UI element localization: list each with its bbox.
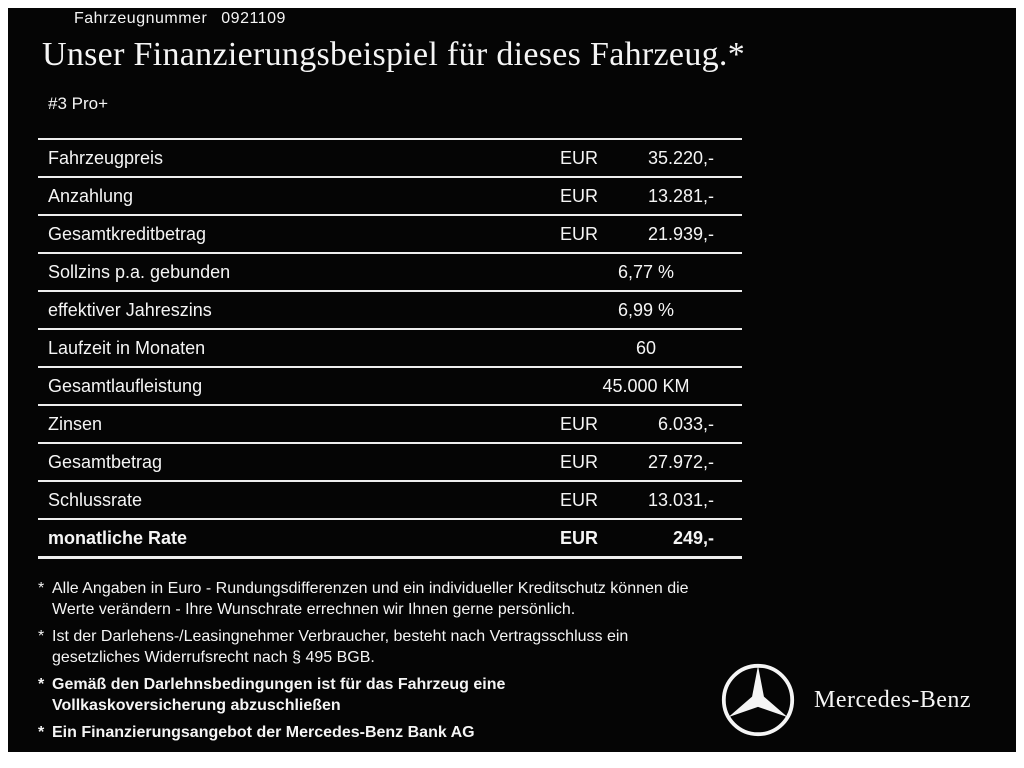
row-amount: 13.031,- [647, 489, 714, 510]
table-row: Fahrzeugpreis EUR 35.220,- [38, 140, 742, 178]
row-currency: EUR [560, 489, 599, 510]
row-currency: EUR [560, 223, 599, 244]
row-label: Gesamtkreditbetrag [48, 223, 207, 244]
table-row: effektiver Jahreszins 6,99 % [38, 292, 742, 330]
vehicle-number-line: Fahrzeugnummer 0921109 [74, 10, 286, 28]
row-value: 6,99 % [617, 299, 675, 320]
row-label: Fahrzeugpreis [48, 147, 164, 168]
mercedes-star-icon [720, 662, 796, 738]
row-amount: 35.220,- [647, 147, 714, 168]
vehicle-number-value: 0921109 [221, 10, 286, 27]
footnote-text: Ein Finanzierungsangebot der Mercedes-Be… [52, 724, 475, 741]
table-row: Anzahlung EUR 13.281,- [38, 178, 742, 216]
row-value: 6,77 % [617, 261, 675, 282]
page-frame: Fahrzeugnummer 0921109 Unser Finanzierun… [8, 8, 1016, 752]
row-label: effektiver Jahreszins [48, 299, 212, 320]
footnote: * Ein Finanzierungsangebot der Mercedes-B… [38, 722, 750, 743]
footnote-text: Gemäß den Darlehnsbedingungen ist für da… [52, 676, 506, 714]
row-currency: EUR [560, 413, 599, 434]
footnote-text: Alle Angaben in Euro - Rundungsdifferenz… [52, 580, 689, 618]
footnote: * Ist der Darlehens-/Leasingnehmer Verbra… [38, 626, 750, 668]
row-value: EUR 35.220,- [560, 148, 742, 169]
row-value: 45.000 KM [602, 375, 690, 396]
row-label: Schlussrate [48, 489, 143, 510]
row-label: Gesamtlaufleistung [48, 375, 203, 396]
row-value: EUR 21.939,- [560, 224, 742, 245]
footnote-text: Ist der Darlehens-/Leasingnehmer Verbrau… [52, 628, 629, 666]
table-row: Gesamtbetrag EUR 27.972,- [38, 444, 742, 482]
footnotes: * Alle Angaben in Euro - Rundungsdifferen… [38, 578, 750, 743]
footnote-marker: * [38, 724, 45, 741]
page-title: Unser Finanzierungsbeispiel für dieses F… [42, 36, 746, 73]
table-row: Schlussrate EUR 13.031,- [38, 482, 742, 520]
row-value: EUR 27.972,- [560, 452, 742, 473]
table-row: Sollzins p.a. gebunden 6,77 % [38, 254, 742, 292]
row-currency: EUR [560, 185, 599, 206]
row-amount: 13.281,- [647, 185, 714, 206]
row-currency: EUR [560, 147, 599, 168]
footnote: * Alle Angaben in Euro - Rundungsdifferen… [38, 578, 750, 620]
row-amount: 21.939,- [647, 223, 714, 244]
table-row: Laufzeit in Monaten 60 [38, 330, 742, 368]
row-label: Anzahlung [48, 185, 134, 206]
row-amount: 6.033,- [657, 413, 714, 434]
row-label: Laufzeit in Monaten [48, 337, 206, 358]
table-row: Gesamtlaufleistung 45.000 KM [38, 368, 742, 406]
row-value: EUR 13.281,- [560, 186, 742, 207]
row-label: monatliche Rate [48, 527, 188, 548]
finance-table: Fahrzeugpreis EUR 35.220,- Anzahlung EUR 13.2… [38, 138, 742, 559]
footnote-marker: * [38, 628, 45, 645]
row-value: EUR 249,- [560, 528, 742, 549]
row-value: EUR 13.031,- [560, 490, 742, 511]
row-label: Sollzins p.a. gebunden [48, 261, 231, 282]
vehicle-number-label: Fahrzeugnummer [74, 10, 208, 27]
row-currency: EUR [560, 451, 599, 472]
brand-wordmark: Mercedes-Benz [814, 686, 972, 713]
model-name: #3 Pro+ [48, 94, 109, 113]
row-amount: 249,- [672, 527, 714, 548]
row-value: EUR 6.033,- [560, 414, 742, 435]
table-row: Gesamtkreditbetrag EUR 21.939,- [38, 216, 742, 254]
row-currency: EUR [560, 527, 599, 548]
footnote-marker: * [38, 580, 45, 597]
brand-block: Mercedes-Benz [720, 662, 971, 738]
table-row: Zinsen EUR 6.033,- [38, 406, 742, 444]
footnote: * Gemäß den Darlehnsbedingungen ist für d… [38, 674, 750, 716]
row-value: 60 [635, 337, 657, 358]
footnote-marker: * [38, 676, 45, 693]
row-label: Zinsen [48, 413, 103, 434]
row-amount: 27.972,- [647, 451, 714, 472]
table-row: monatliche Rate EUR 249,- [38, 520, 742, 559]
row-label: Gesamtbetrag [48, 451, 163, 472]
